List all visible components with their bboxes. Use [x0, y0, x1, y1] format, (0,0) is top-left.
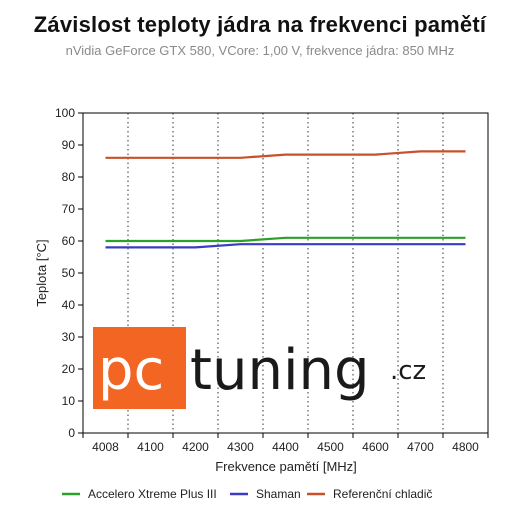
y-tick-label-3: 30: [62, 330, 76, 344]
y-tick-label-1: 10: [62, 394, 76, 408]
series-lines: [105, 150, 466, 249]
watermark-tuning: tuning: [190, 338, 370, 403]
chart-subtitle: nVidia GeForce GTX 580, VCore: 1,00 V, f…: [65, 43, 455, 58]
legend-label-0: Accelero Xtreme Plus III: [88, 487, 217, 501]
watermark-pc: pc: [98, 338, 164, 403]
series-line-0: [105, 236, 466, 243]
y-axis-label: Teplota [°C]: [34, 239, 49, 306]
axes: [78, 112, 489, 438]
x-axis-label: Frekvence pamětí [MHz]: [215, 459, 357, 474]
legend-label-1: Shaman: [256, 487, 301, 501]
x-tick-label-7: 4700: [407, 440, 434, 454]
x-tick-label-4: 4400: [272, 440, 299, 454]
x-tick-label-3: 4300: [227, 440, 254, 454]
y-tick-label-7: 70: [62, 202, 76, 216]
tick-labels: 0 10 20 30 40 50 60 70 80 90 100 4008 4100 4200 4300 44…: [55, 106, 479, 454]
y-tick-label-0: 0: [68, 426, 75, 440]
y-tick-label-5: 50: [62, 266, 76, 280]
y-tick-label-8: 80: [62, 170, 76, 184]
pctuning-watermark: pc tuning .cz: [93, 327, 426, 409]
y-tick-label-6: 60: [62, 234, 76, 248]
x-tick-label-5: 4500: [317, 440, 344, 454]
chart-title: Závislost teploty jádra na frekvenci pam…: [33, 12, 487, 37]
x-tick-label-1: 4100: [137, 440, 164, 454]
series-line-1: [105, 243, 466, 249]
x-tick-label-0: 4008: [92, 440, 119, 454]
watermark-cz: .cz: [390, 356, 426, 386]
x-tick-label-8: 4800: [452, 440, 479, 454]
y-tick-label-9: 90: [62, 138, 76, 152]
series-line-2: [105, 150, 466, 159]
legend: Accelero Xtreme Plus III Shaman Referenční…: [62, 487, 432, 501]
y-tick-label-4: 40: [62, 298, 76, 312]
x-tick-label-6: 4600: [362, 440, 389, 454]
watermark-box: [93, 327, 186, 409]
y-tick-label-2: 20: [62, 362, 76, 376]
x-tick-label-2: 4200: [182, 440, 209, 454]
legend-label-2: Referenční chladič: [333, 487, 432, 501]
y-tick-label-10: 100: [55, 106, 75, 120]
